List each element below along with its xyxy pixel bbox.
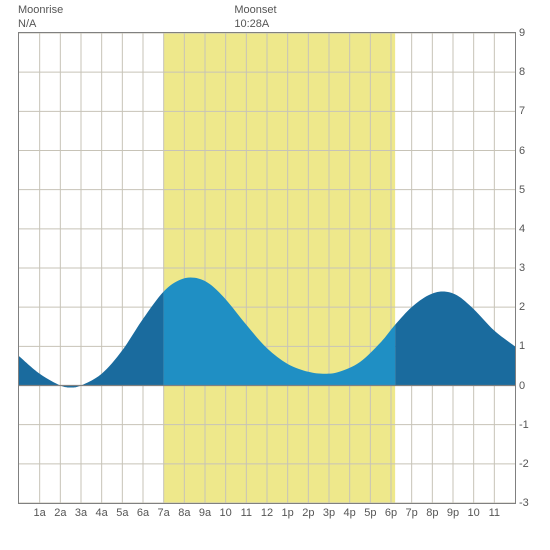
- y-tick-label: 7: [519, 105, 537, 117]
- x-tick-label: 11: [241, 507, 252, 519]
- y-tick-label: 4: [519, 223, 537, 235]
- x-tick-label: 10: [220, 507, 232, 519]
- x-tick-label: 8a: [178, 507, 190, 519]
- tide-chart-svg: [19, 33, 515, 503]
- y-tick-label: -3: [519, 497, 537, 509]
- x-tick-label: 1a: [34, 507, 46, 519]
- plot-area: -3-2-101234567891a2a3a4a5a6a7a8a9a101112…: [18, 32, 516, 504]
- y-tick-label: 5: [519, 184, 537, 196]
- x-tick-label: 5a: [116, 507, 128, 519]
- x-tick-label: 4a: [96, 507, 108, 519]
- moonrise-block: Moonrise N/A: [18, 4, 63, 32]
- x-tick-label: 2p: [302, 507, 314, 519]
- moonrise-heading: Moonrise: [18, 4, 63, 18]
- y-tick-label: 9: [519, 27, 537, 39]
- x-tick-label: 7a: [158, 507, 170, 519]
- x-tick-label: 10: [468, 507, 480, 519]
- moonset-value: 10:28A: [234, 18, 276, 32]
- y-tick-label: 1: [519, 340, 537, 352]
- x-tick-label: 5p: [364, 507, 376, 519]
- y-tick-label: 3: [519, 262, 537, 274]
- tide-chart-container: Moonrise N/A Moonset 10:28A -3-2-1012345…: [0, 0, 550, 550]
- x-tick-label: 11: [489, 507, 500, 519]
- x-tick-label: 6a: [137, 507, 149, 519]
- y-tick-label: 8: [519, 66, 537, 78]
- x-tick-label: 3p: [323, 507, 335, 519]
- moonset-heading: Moonset: [234, 4, 276, 18]
- x-tick-label: 8p: [426, 507, 438, 519]
- y-tick-label: 2: [519, 301, 537, 313]
- x-tick-label: 9a: [199, 507, 211, 519]
- x-tick-label: 2a: [54, 507, 66, 519]
- y-tick-label: -1: [519, 419, 537, 431]
- moonrise-value: N/A: [18, 18, 63, 32]
- x-tick-label: 3a: [75, 507, 87, 519]
- x-tick-label: 12: [261, 507, 273, 519]
- x-tick-label: 4p: [344, 507, 356, 519]
- y-tick-label: -2: [519, 458, 537, 470]
- x-tick-label: 1p: [282, 507, 294, 519]
- x-tick-label: 7p: [406, 507, 418, 519]
- y-tick-label: 0: [519, 380, 537, 392]
- y-tick-label: 6: [519, 145, 537, 157]
- x-tick-label: 6p: [385, 507, 397, 519]
- x-tick-label: 9p: [447, 507, 459, 519]
- header-labels: Moonrise N/A Moonset 10:28A: [0, 4, 550, 32]
- moonset-block: Moonset 10:28A: [234, 4, 276, 32]
